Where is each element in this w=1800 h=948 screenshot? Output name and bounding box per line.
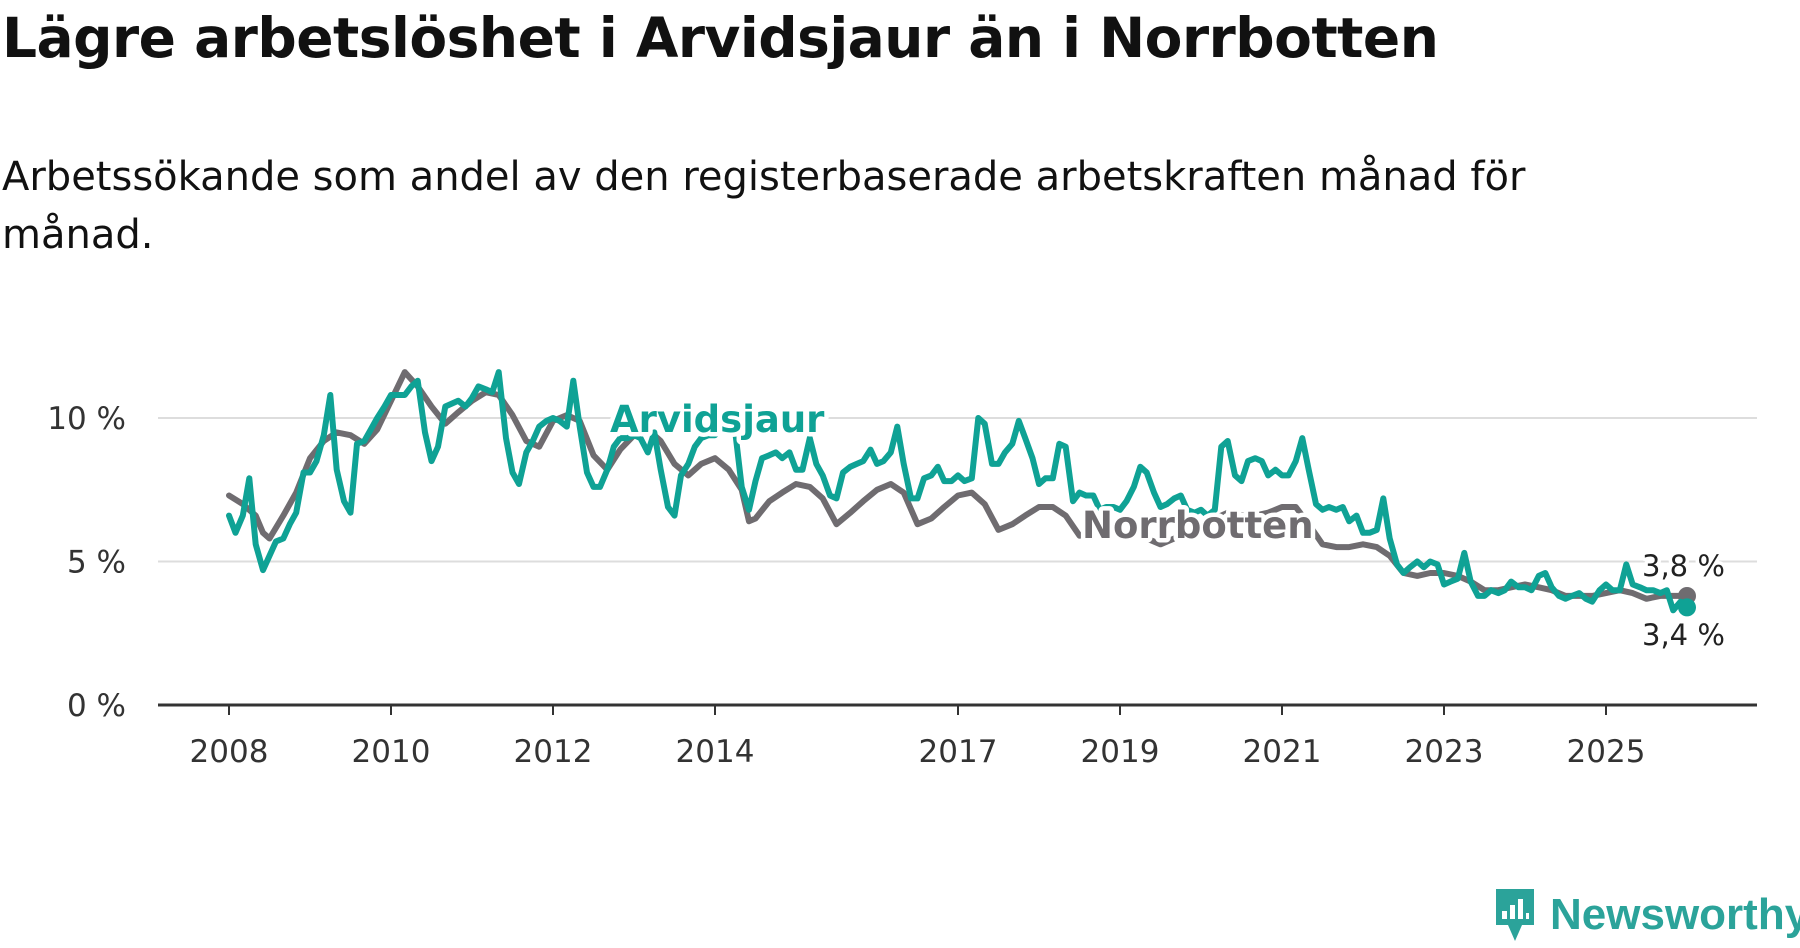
end-point-arvidsjaur (1678, 598, 1696, 617)
x-tick-label: 2023 (1405, 734, 1484, 770)
newsworthy-logo-icon (1496, 889, 1534, 941)
x-tick-label: 2008 (190, 734, 269, 770)
series-lines (226, 369, 1696, 617)
chart-subtitle: Arbetssökande som andel av den registerb… (2, 154, 1526, 258)
x-tick-label: 2017 (919, 734, 998, 770)
series-label-norrbotten: Norrbotten (1082, 504, 1314, 547)
x-tick-label: 2021 (1243, 734, 1322, 770)
gridlines (158, 417, 1757, 563)
series-labels: Arvidsjaur Norrbotten 3,8 % 3,4 % (606, 394, 1729, 656)
x-tick-label: 2025 (1567, 734, 1646, 770)
newsworthy-logo: Newsworthy (1492, 885, 1800, 945)
x-tick-label: 2010 (352, 734, 431, 770)
x-axis: 2008 2010 2012 2014 2017 2019 2021 2023 2025 (158, 703, 1757, 770)
x-tick-label: 2019 (1081, 734, 1160, 770)
y-axis: 0 % 5 % 10 % (47, 401, 126, 724)
series-label-arvidsjaur: Arvidsjaur (610, 398, 825, 441)
y-tick-label: 5 % (67, 545, 126, 581)
chart-title: Lägre arbetslöshet i Arvidsjaur än i Nor… (2, 6, 1439, 70)
end-value-arvidsjaur: 3,4 % (1642, 618, 1725, 652)
y-tick-label: 0 % (67, 688, 126, 724)
y-tick-label: 10 % (47, 401, 126, 437)
series-line-arvidsjaur (226, 369, 1690, 614)
x-tick-label: 2012 (514, 734, 593, 770)
logo-text: Newsworthy (1550, 890, 1800, 939)
x-tick-label: 2014 (676, 734, 755, 770)
end-value-norrbotten: 3,8 % (1642, 549, 1725, 583)
